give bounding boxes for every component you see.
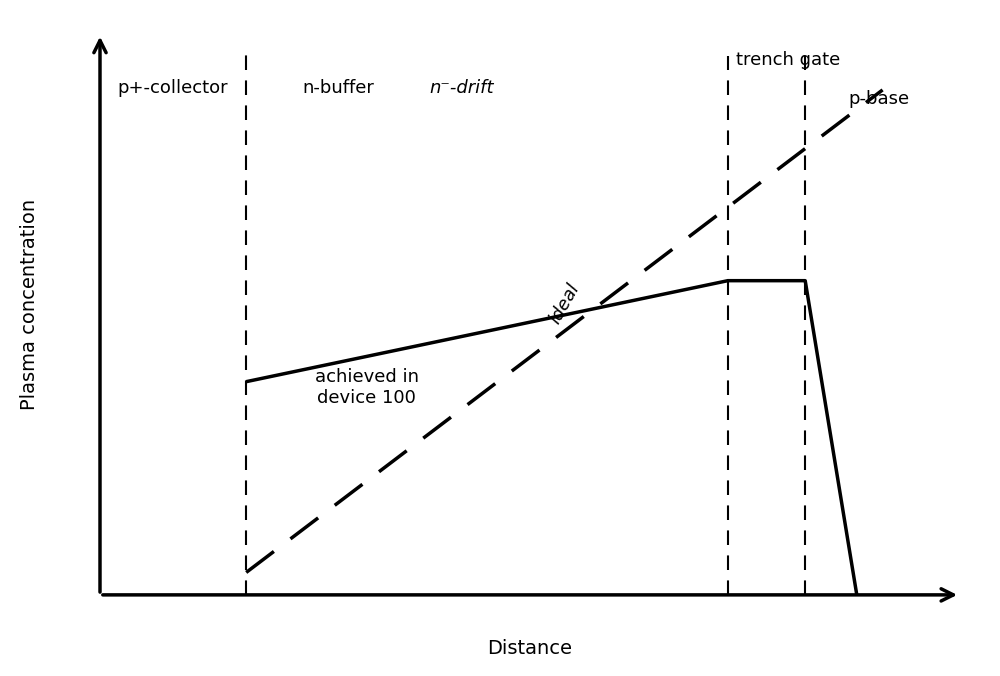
Text: Distance: Distance — [488, 639, 572, 658]
Text: achieved in
device 100: achieved in device 100 — [315, 368, 419, 407]
Text: ideal: ideal — [546, 280, 583, 327]
Text: p+-collector: p+-collector — [118, 78, 228, 97]
Text: n⁻-drift: n⁻-drift — [429, 78, 493, 97]
Text: p-base: p-base — [848, 90, 909, 108]
Text: n-buffer: n-buffer — [302, 78, 374, 97]
Text: trench gate: trench gate — [736, 51, 840, 69]
Text: Plasma concentration: Plasma concentration — [20, 199, 40, 410]
